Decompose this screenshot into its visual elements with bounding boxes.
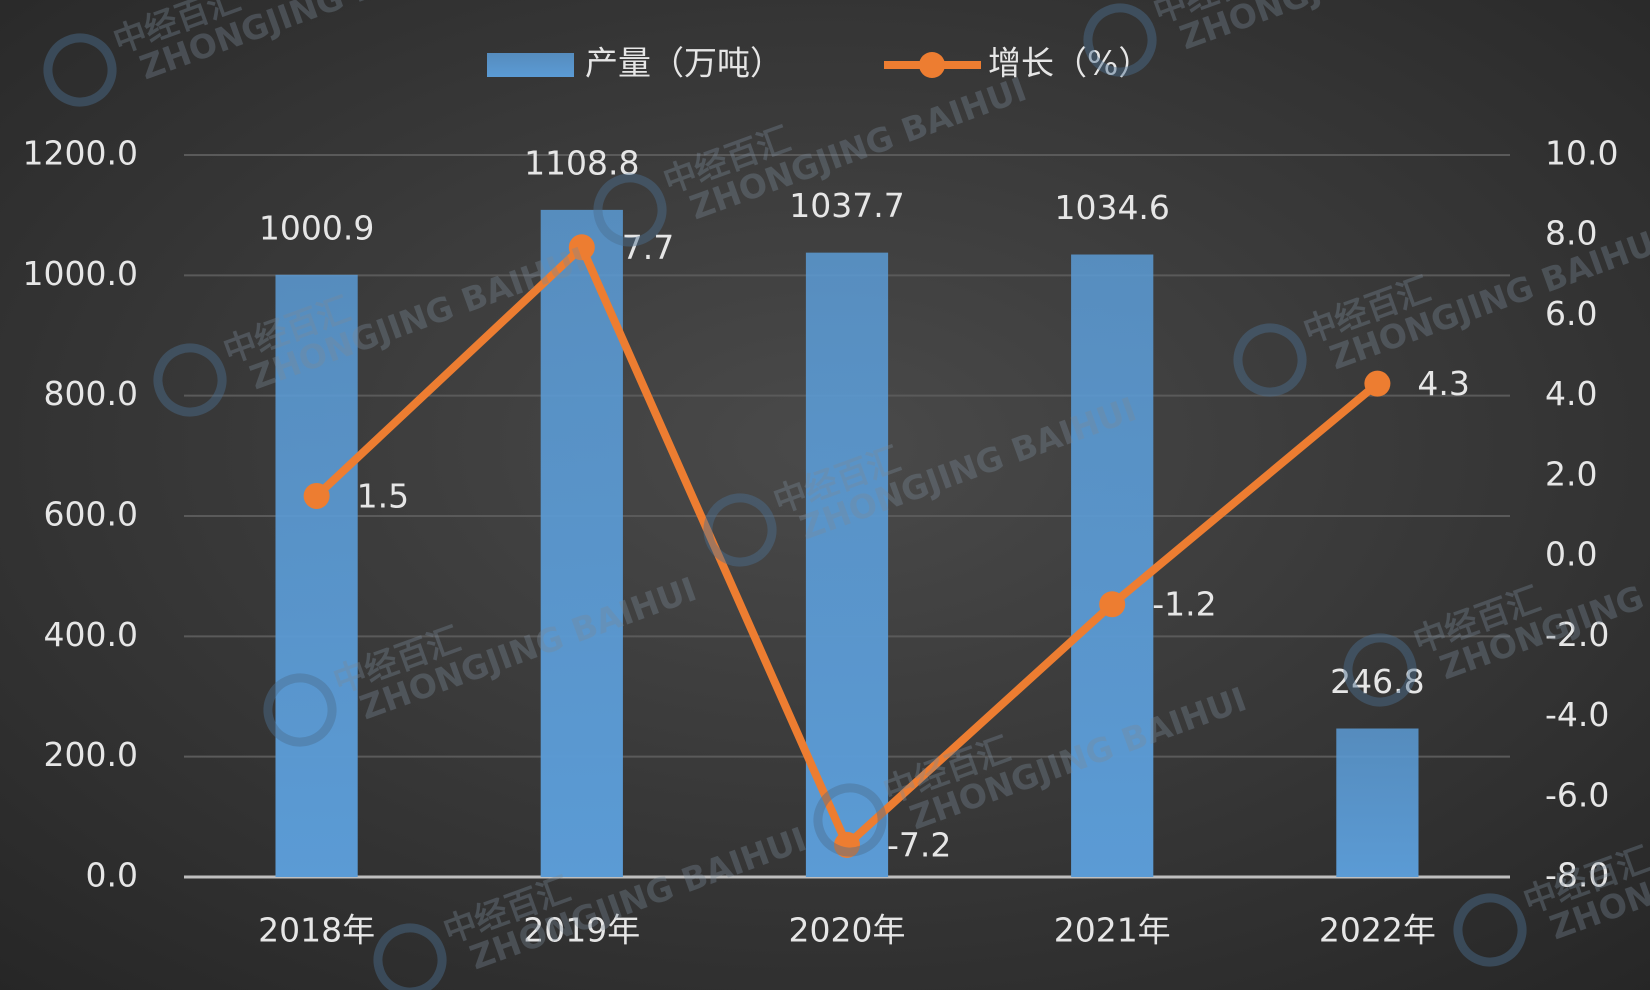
- marker: [1099, 591, 1126, 618]
- legend-swatch: [487, 53, 574, 77]
- watermark-logo: [1453, 893, 1527, 967]
- y-tick-label: 1200.0: [23, 134, 138, 173]
- x-tick-label: 2018年: [258, 911, 375, 950]
- x-tick-label: 2021年: [1054, 911, 1171, 950]
- data-label: 1108.8: [524, 143, 639, 182]
- x-tick-label: 2022年: [1319, 911, 1436, 950]
- x-tick-label: 2020年: [789, 911, 906, 950]
- y2-tick-label: -4.0: [1545, 695, 1609, 734]
- y-tick-label: 0.0: [86, 856, 138, 895]
- bar: [1071, 254, 1154, 877]
- marker: [568, 234, 595, 261]
- marker: [834, 831, 860, 858]
- y-tick-label: 200.0: [44, 735, 138, 774]
- y2-tick-label: 6.0: [1545, 294, 1597, 333]
- y2-tick-label: 8.0: [1545, 214, 1597, 253]
- y-tick-label: 800.0: [44, 374, 138, 413]
- watermark-logo: [1233, 323, 1307, 397]
- watermark-logo: [1343, 633, 1417, 707]
- watermark-logo: [263, 673, 337, 747]
- legend-label: 增长（%）: [988, 44, 1151, 83]
- watermark-logo: [43, 33, 117, 107]
- y-tick-label: 600.0: [44, 495, 138, 534]
- bar: [540, 209, 623, 877]
- y-tick-label: 1000.0: [23, 254, 138, 293]
- watermark-logo: [703, 493, 777, 567]
- data-label: 7.7: [622, 228, 674, 267]
- legend-label: 产量（万吨）: [585, 44, 783, 83]
- data-label: 1000.9: [259, 208, 374, 247]
- data-label: -7.2: [887, 825, 951, 864]
- data-label: 1037.7: [789, 186, 904, 225]
- y2-tick-label: -6.0: [1545, 775, 1609, 814]
- marker: [1364, 370, 1391, 397]
- data-label: 4.3: [1417, 364, 1469, 403]
- bar: [805, 252, 889, 877]
- data-label: -1.2: [1152, 585, 1216, 624]
- watermark-logo: [813, 783, 887, 857]
- watermark-logo: [153, 343, 227, 417]
- watermark-logo: [373, 923, 447, 990]
- data-label: 1.5: [357, 476, 409, 515]
- y2-tick-label: 4.0: [1545, 374, 1597, 413]
- watermark-logo: [593, 173, 667, 247]
- bar: [1336, 728, 1419, 877]
- x-tick-label: 2019年: [523, 911, 640, 950]
- bar: [275, 274, 358, 877]
- y2-tick-label: 10.0: [1545, 134, 1618, 173]
- data-label: 246.8: [1330, 662, 1424, 701]
- data-label: 1034.6: [1054, 188, 1169, 227]
- y2-tick-label: -8.0: [1545, 856, 1609, 895]
- watermark-logo: [1083, 3, 1157, 77]
- legend-swatch: [919, 52, 945, 78]
- y2-tick-label: 2.0: [1545, 454, 1597, 493]
- y2-tick-label: -2.0: [1545, 615, 1609, 654]
- y-tick-label: 400.0: [44, 615, 138, 654]
- y2-tick-label: 0.0: [1545, 535, 1597, 574]
- marker: [303, 482, 330, 509]
